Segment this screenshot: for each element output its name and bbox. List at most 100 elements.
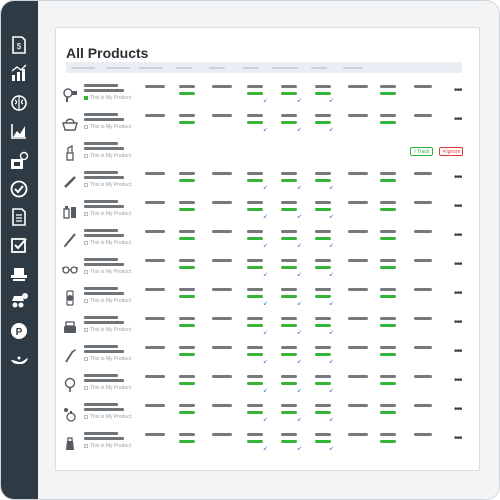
table-row[interactable]: This is My Product ↙ ↙ ↙ ••• xyxy=(56,168,479,197)
table-row[interactable]: This is My Product ↙ ↙ ↙ ••• xyxy=(56,255,479,284)
metric-badge-4 xyxy=(315,237,331,240)
column-header-6[interactable] xyxy=(243,67,259,69)
product-name[interactable] xyxy=(84,403,118,406)
product-name[interactable] xyxy=(84,142,118,145)
glasses-icon xyxy=(62,261,78,277)
area-chart-icon[interactable] xyxy=(8,120,30,142)
product-name[interactable] xyxy=(84,287,118,290)
track-button[interactable]: ✓Track xyxy=(410,147,433,156)
more-options-button[interactable]: ••• xyxy=(454,404,462,415)
table-row[interactable]: This is My Product ↙ ↙ ↙ ••• xyxy=(56,110,479,139)
product-name-line-2 xyxy=(84,205,124,208)
metric-badge-5 xyxy=(380,353,396,356)
product-name[interactable] xyxy=(84,316,118,319)
more-options-button[interactable]: ••• xyxy=(454,201,462,212)
metric-badge-2 xyxy=(247,237,263,240)
metric-badge-2 xyxy=(247,92,263,95)
column-header-9[interactable] xyxy=(343,67,363,69)
box-tag-icon[interactable] xyxy=(8,150,30,172)
metric-badge-1 xyxy=(179,353,195,356)
bar-chart-icon[interactable] xyxy=(8,62,30,84)
spy-alert-icon[interactable] xyxy=(8,291,30,313)
table-row[interactable]: This is My Product ↙ ↙ ↙ ••• xyxy=(56,400,479,429)
column-header-7[interactable] xyxy=(272,67,298,69)
metric-badge-5 xyxy=(380,121,396,124)
more-options-button[interactable]: ••• xyxy=(454,172,462,183)
parking-coin-icon[interactable]: P xyxy=(8,320,30,342)
more-options-button[interactable]: ••• xyxy=(454,259,462,270)
table-row[interactable]: This is My Product ✓Track ✕Ignore xyxy=(56,139,479,168)
hat-icon[interactable] xyxy=(8,263,30,285)
more-options-button[interactable]: ••• xyxy=(454,230,462,241)
metric-badge-4 xyxy=(315,353,331,356)
product-name-line-2 xyxy=(84,379,124,382)
metric-bar-4 xyxy=(348,346,368,349)
product-name[interactable] xyxy=(84,345,118,348)
product-name[interactable] xyxy=(84,84,118,87)
metric-value-3 xyxy=(212,201,232,204)
more-options-button[interactable]: ••• xyxy=(454,433,462,444)
salt-shaker-icon xyxy=(62,435,78,451)
product-name[interactable] xyxy=(84,113,118,116)
product-subtitle-text: This is My Product xyxy=(90,124,132,130)
ignore-button[interactable]: ✕Ignore xyxy=(439,147,464,156)
column-header-2[interactable] xyxy=(106,67,130,69)
product-name[interactable] xyxy=(84,200,118,203)
more-options-button[interactable]: ••• xyxy=(454,346,462,357)
column-header-4[interactable] xyxy=(176,67,192,69)
product-name[interactable] xyxy=(84,229,118,232)
metric-bar-4 xyxy=(348,114,368,117)
trend-arrow-icon: ↙ xyxy=(297,417,303,423)
metric-badge-4 xyxy=(315,324,331,327)
table-row[interactable]: This is My Product ↙ ↙ ↙ ••• xyxy=(56,371,479,400)
metric-badge-2 xyxy=(247,121,263,124)
metric-bar-6 xyxy=(414,404,432,407)
table-row[interactable]: This is My Product ↙ ↙ ↙ ••• xyxy=(56,81,479,110)
column-header-3[interactable] xyxy=(139,67,163,69)
document-list-icon[interactable] xyxy=(8,206,30,228)
metric-bar-2 xyxy=(281,172,297,175)
metric-bar-2 xyxy=(281,433,297,436)
product-name[interactable] xyxy=(84,374,118,377)
column-header-5[interactable] xyxy=(209,67,225,69)
metric-badge-2 xyxy=(247,208,263,211)
page-title: All Products xyxy=(66,45,149,61)
product-name[interactable] xyxy=(84,258,118,261)
table-row[interactable]: This is My Product ↙ ↙ ↙ ••• xyxy=(56,429,479,458)
metric-badge-3 xyxy=(281,411,297,414)
document-dollar-icon[interactable]: $ xyxy=(8,34,30,56)
metric-badge-3 xyxy=(281,295,297,298)
genie-lamp-icon[interactable] xyxy=(8,348,30,370)
metric-value-3 xyxy=(212,85,232,88)
metric-bar-1 xyxy=(247,201,263,204)
metric-bar-5 xyxy=(380,201,396,204)
metric-bar-4 xyxy=(348,288,368,291)
table-row[interactable]: This is My Product ↙ ↙ ↙ ••• xyxy=(56,226,479,255)
more-options-button[interactable]: ••• xyxy=(454,317,462,328)
more-options-button[interactable]: ••• xyxy=(454,375,462,386)
check-circle-icon[interactable] xyxy=(8,178,30,200)
table-row[interactable]: This is My Product ↙ ↙ ↙ ••• xyxy=(56,284,479,313)
product-name-line-2 xyxy=(84,234,124,237)
more-options-button[interactable]: ••• xyxy=(454,114,462,125)
metric-bar-5 xyxy=(380,433,396,436)
product-subtitle: This is My Product xyxy=(84,414,131,420)
metric-bar-6 xyxy=(414,433,432,436)
more-options-button[interactable]: ••• xyxy=(454,288,462,299)
product-name[interactable] xyxy=(84,171,118,174)
status-indicator xyxy=(84,96,88,100)
metric-bar-3 xyxy=(315,259,331,262)
checkbox-icon[interactable] xyxy=(8,234,30,256)
metric-badge-1 xyxy=(179,382,195,385)
table-row[interactable]: This is My Product ↙ ↙ ↙ ••• xyxy=(56,313,479,342)
brain-icon[interactable] xyxy=(8,92,30,114)
metric-bar-2 xyxy=(281,288,297,291)
table-row[interactable]: This is My Product ↙ ↙ ↙ ••• xyxy=(56,197,479,226)
metric-bar-6 xyxy=(414,85,432,88)
table-row[interactable]: This is My Product ↙ ↙ ↙ ••• xyxy=(56,342,479,371)
column-header-8[interactable] xyxy=(311,67,327,69)
column-header-1[interactable] xyxy=(71,67,95,69)
more-options-button[interactable]: ••• xyxy=(454,85,462,96)
metric-badge-3 xyxy=(281,440,297,443)
product-name[interactable] xyxy=(84,432,118,435)
